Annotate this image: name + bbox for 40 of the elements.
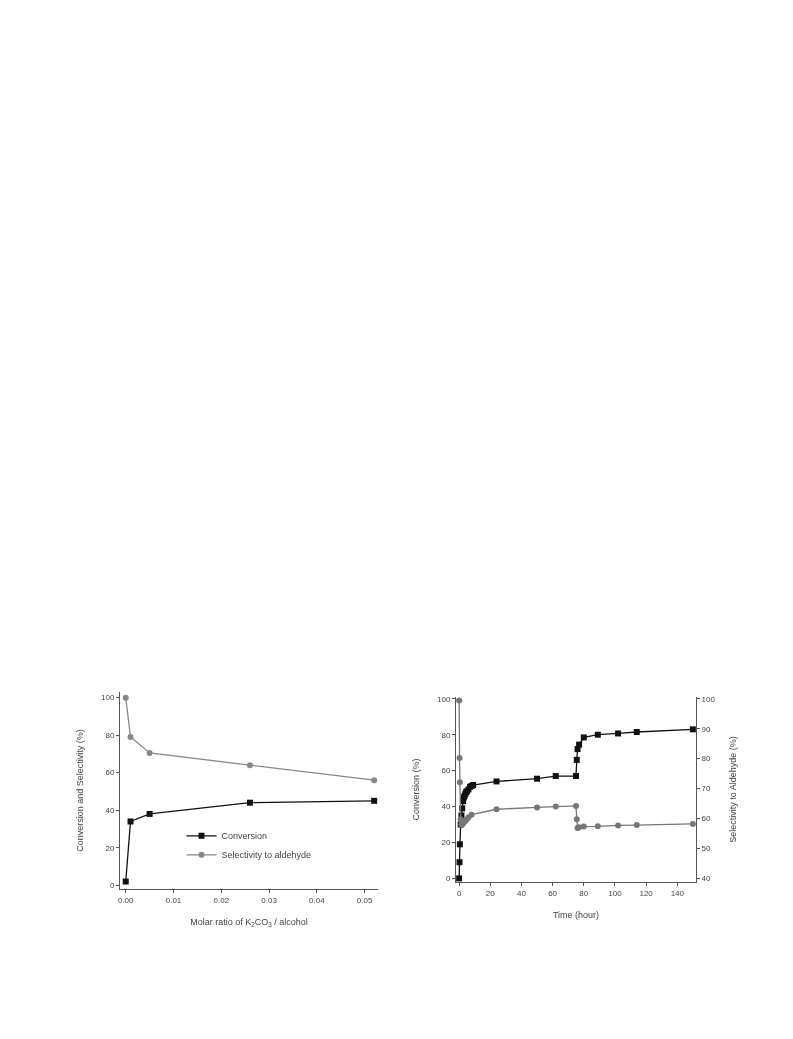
x-axis-title: Time (hour) — [552, 910, 600, 921]
y-axis-title: Conversion and Selectivity (%) — [75, 729, 86, 852]
y-tick-label: 60 — [441, 766, 451, 776]
y-tick-label: 40 — [441, 802, 451, 812]
x-tick-label: 80 — [579, 888, 589, 898]
legend-label: Conversion — [221, 831, 268, 842]
y-tick-label: 20 — [105, 843, 115, 853]
x-tick-label: 0 — [456, 888, 462, 898]
y2-tick-label: 60 — [701, 814, 712, 824]
x-tick-label: 100 — [608, 888, 623, 898]
y2-tick-label: 80 — [701, 754, 712, 764]
x-tick-label: 20 — [485, 888, 496, 898]
legend-label: Selectivity to aldehyde — [221, 850, 312, 861]
y2-tick-label: 40 — [701, 874, 712, 884]
x-tick-label: 0.03 — [261, 895, 278, 905]
y2-tick-label: 70 — [701, 784, 712, 794]
x-tick-label: 0.00 — [117, 895, 135, 905]
x-tick-label: 0.02 — [213, 895, 230, 905]
x-axis-title: Molar ratio of K$_{2}$CO$_{3}$ / alcohol — [190, 917, 308, 929]
x-tick-label: 140 — [670, 888, 685, 898]
y-tick-label: 60 — [105, 768, 115, 778]
y-axis-title: Conversion (%) — [411, 758, 422, 821]
x-tick-label: 0.04 — [309, 895, 326, 905]
x-tick-label: 40 — [517, 888, 527, 898]
y-tick-label: 100 — [437, 694, 451, 704]
y2-axis-title: Selectivity to Aldehyde (%) — [728, 736, 739, 843]
y-tick-label: 80 — [105, 730, 115, 740]
y-tick-label: 100 — [101, 693, 115, 703]
y2-tick-label: 50 — [701, 844, 712, 854]
y2-tick-label: 90 — [701, 724, 712, 734]
x-tick-label: 0.05 — [356, 895, 373, 905]
x-tick-label: 120 — [639, 888, 654, 898]
x-tick-label: 0.01 — [165, 895, 182, 905]
y-tick-label: 20 — [441, 838, 451, 848]
y2-tick-label: 100 — [701, 694, 716, 704]
x-tick-label: 60 — [548, 888, 558, 898]
y-tick-label: 40 — [105, 806, 115, 815]
y-tick-label: 0 — [445, 874, 451, 884]
y-tick-label: 80 — [441, 730, 451, 740]
y-tick-label: 0 — [109, 881, 115, 891]
